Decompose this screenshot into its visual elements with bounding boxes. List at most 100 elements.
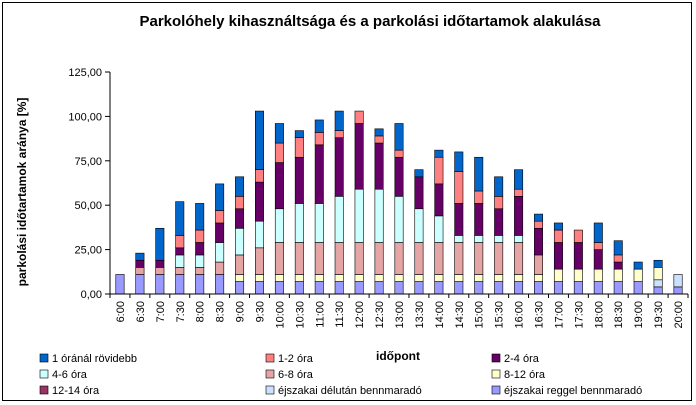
bar-segment <box>215 210 225 224</box>
bar-segment <box>195 242 205 256</box>
bar-segment <box>573 229 583 243</box>
bar-segment <box>494 235 504 243</box>
bar-segment <box>235 176 245 197</box>
bar-segment <box>274 123 284 144</box>
bar-segment <box>155 259 165 268</box>
legend-swatch <box>39 353 49 363</box>
bar-segment <box>294 274 304 282</box>
bar-segment <box>354 110 364 124</box>
bar-segment <box>553 268 563 282</box>
x-tick-label: 15:30 <box>494 301 506 329</box>
bar-segment <box>294 203 304 243</box>
legend-swatch <box>39 369 49 379</box>
x-tick-label: 8:30 <box>215 301 227 322</box>
bar-segment <box>314 281 324 295</box>
bar-segment <box>613 240 623 256</box>
bar-segment <box>135 259 145 268</box>
bar-segment <box>215 242 225 263</box>
bar-segment <box>414 208 424 243</box>
x-tick-label: 6:30 <box>135 301 147 322</box>
bar-segment <box>294 137 304 158</box>
bar-segment <box>175 274 185 295</box>
bar-segment <box>514 196 524 236</box>
bar-segment <box>334 274 344 282</box>
bar-segment <box>294 130 304 139</box>
bar-segment <box>593 249 603 270</box>
x-tick-label: 8:00 <box>195 301 207 322</box>
bar-segment <box>434 149 444 158</box>
bar-segment <box>155 274 165 295</box>
x-tick-label: 19:30 <box>653 301 665 329</box>
bar-segment <box>434 274 444 282</box>
bar-segment <box>394 242 404 275</box>
bar-segment <box>374 128 384 137</box>
bar-segment <box>474 242 484 275</box>
bar-segment <box>255 247 264 275</box>
x-tick-label: 9:00 <box>235 301 247 322</box>
bar-segment <box>414 274 424 282</box>
bar-segment <box>394 123 404 151</box>
bar-segment <box>175 254 185 268</box>
y-tick-label: 100,00 <box>68 111 102 123</box>
bar-segment <box>434 183 444 217</box>
bar-segment <box>274 142 284 163</box>
x-tick-label: 14:30 <box>454 301 466 329</box>
bar-segment <box>135 252 145 261</box>
bar-segment <box>274 242 284 275</box>
bar-segment <box>534 274 544 282</box>
legend-swatch <box>39 385 49 395</box>
bar-segment <box>255 281 264 295</box>
bar-segment <box>274 162 284 210</box>
bar-segment <box>334 196 344 243</box>
x-tick-label: 17:00 <box>553 301 565 329</box>
bar-segment <box>553 281 563 295</box>
bar-segment <box>633 268 643 282</box>
bar-segment <box>255 110 264 170</box>
legend-swatch <box>265 385 275 395</box>
x-tick-label: 16:00 <box>514 301 526 329</box>
bar-segment <box>414 281 424 295</box>
bar-segment <box>613 261 623 270</box>
legend-label: éjszakai délután bennmaradó <box>278 385 422 397</box>
bar-segment <box>195 203 205 231</box>
bar-segment <box>514 281 524 295</box>
bar-segment <box>374 274 384 282</box>
bar-segment <box>553 229 563 243</box>
legend-swatch <box>491 385 501 395</box>
bar-segment <box>235 281 245 295</box>
bar-segment <box>514 274 524 282</box>
bar-segment <box>314 144 324 204</box>
legend-label: 12-14 óra <box>52 385 100 397</box>
bar-segment <box>394 274 404 282</box>
x-tick-label: 10:00 <box>274 301 286 329</box>
bar-segment <box>294 156 304 204</box>
x-tick-label: 11:30 <box>334 301 346 328</box>
bar-segment <box>175 247 185 256</box>
bar-segment <box>454 171 464 204</box>
bar-segment <box>474 274 484 282</box>
bar-segment <box>454 151 464 172</box>
x-tick-label: 15:00 <box>474 301 486 329</box>
x-tick-label: 11:00 <box>314 301 326 328</box>
x-tick-label: 20:00 <box>673 301 685 329</box>
legend-label: 6-8 óra <box>278 369 314 381</box>
bar-segment <box>593 222 603 243</box>
bar-segment <box>494 242 504 275</box>
x-tick-label: 17:30 <box>573 301 585 329</box>
chart-title: Parkolóhely kihasználtsága és a parkolás… <box>139 13 601 30</box>
bar-segment <box>394 281 404 295</box>
x-tick-label: 12:00 <box>354 301 366 329</box>
legend-label: 1-2 óra <box>278 353 314 365</box>
x-tick-label: 14:00 <box>434 301 446 329</box>
bar-segment <box>573 281 583 295</box>
bar-segment <box>613 268 623 282</box>
bar-segment <box>314 242 324 275</box>
bar-segment <box>354 242 364 275</box>
bar-segment <box>514 169 524 190</box>
x-tick-label: 10:30 <box>294 301 306 329</box>
legend-label: éjszakai reggel bennmaradó <box>504 385 642 397</box>
bar-segment <box>573 242 583 270</box>
bar-segment <box>334 242 344 275</box>
bar-segment <box>454 203 464 236</box>
bar-segment <box>135 274 145 295</box>
